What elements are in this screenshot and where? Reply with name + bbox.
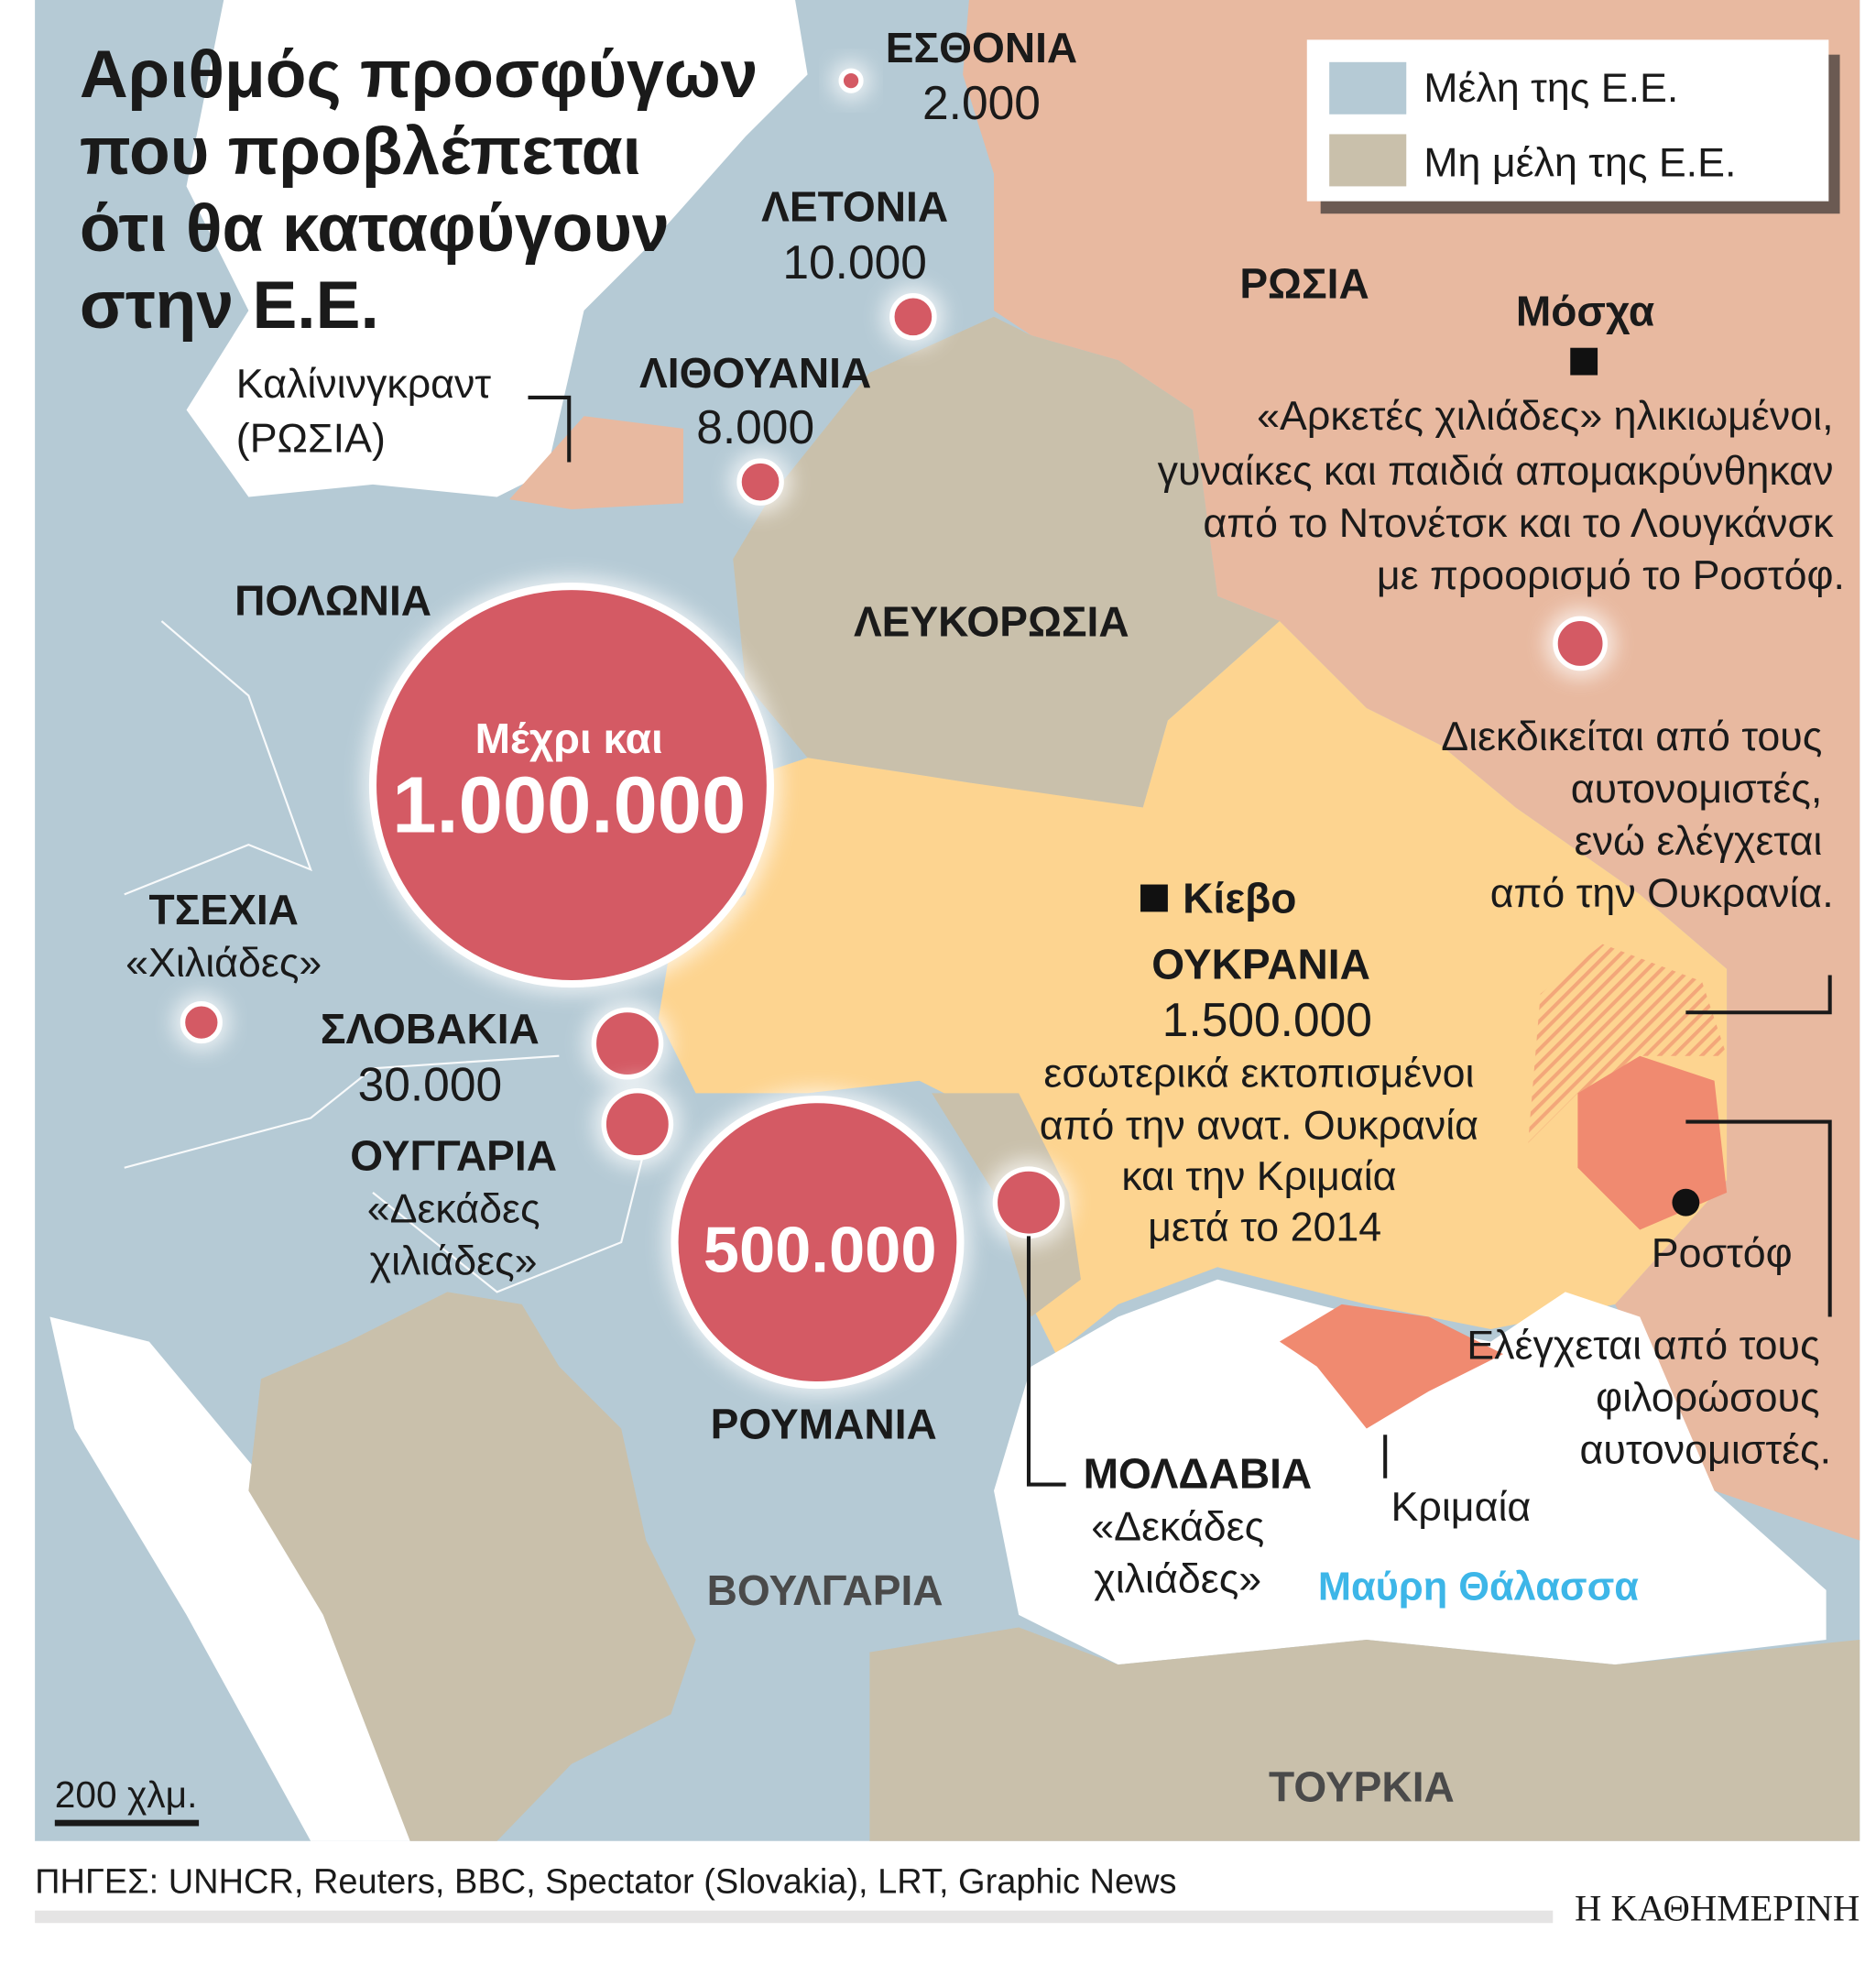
label-kyiv: Κίεβο	[1183, 875, 1296, 922]
svg-text:10.000: 10.000	[782, 235, 927, 289]
label-czech: ΤΣΕΧΙΑ	[149, 886, 299, 933]
label-black-sea: Μαύρη Θάλασσα	[1318, 1566, 1639, 1609]
circle-label: 1.000.000	[392, 761, 746, 850]
black-sea	[994, 1279, 1827, 1665]
moscow-marker	[1570, 347, 1598, 376]
crimea-area	[1279, 1304, 1504, 1429]
baltic-sea	[186, 0, 808, 497]
label-slovakia: ΣΛΟΒΑΚΙΑ	[321, 1005, 540, 1053]
refugee-circle-latvia	[889, 293, 937, 341]
svg-text:Μη μέλη της Ε.Ε.: Μη μέλη της Ε.Ε.	[1423, 140, 1736, 186]
refugee-circle-poland	[368, 583, 774, 988]
label-poland: ΠΟΛΩΝΙΑ	[234, 576, 431, 624]
belarus-area	[733, 316, 1280, 808]
label-lithuania: ΛΙΘΟΥΑΝΙΑ	[639, 349, 871, 397]
label-belarus: ΛΕΥΚΟΡΩΣΙΑ	[854, 597, 1129, 645]
label-rostov: Ροστόφ	[1652, 1230, 1793, 1276]
scale-bar	[54, 1819, 200, 1827]
sources: ΠΗΓΕΣ: UNHCR, Reuters, BBC, Spectator (S…	[35, 1863, 1176, 1902]
label-estonia: ΕΣΘΟΝΙΑ	[886, 24, 1078, 71]
label-turkey: ΤΟΥΡΚΙΑ	[1269, 1762, 1455, 1810]
footer-rule	[35, 1910, 1554, 1924]
refugee-circle-romania	[671, 1096, 965, 1390]
svg-text:30.000: 30.000	[358, 1058, 503, 1111]
turkey-area	[869, 1627, 1860, 1841]
label-crimea: Κριμαία	[1391, 1484, 1532, 1530]
refugee-circle-slovakia	[591, 1007, 664, 1080]
kyiv-marker	[1140, 884, 1168, 912]
label-moscow: Μόσχα	[1516, 287, 1654, 334]
legend-swatch-non-eu	[1329, 134, 1407, 187]
ukraine-note: εσωτερικά εκτοπισμένοι από την ανατ. Ουκ…	[1040, 1051, 1490, 1250]
svg-text:«Δεκάδες: «Δεκάδες	[1091, 1504, 1264, 1550]
russia-note: «Αρκετές χιλιάδες» ηλικιωμένοι, γυναίκες…	[1158, 393, 1845, 598]
ukraine-area	[658, 621, 1728, 1355]
svg-text:(ΡΩΣΙΑ): (ΡΩΣΙΑ)	[236, 416, 386, 462]
label-romania: ΡΟΥΜΑΝΙΑ	[711, 1400, 937, 1447]
map-title: Αριθμός προσφύγων που προβλέπεται ότι θα…	[80, 37, 777, 343]
adriatic-sea	[49, 1316, 410, 1841]
circle-label: 500.000	[704, 1214, 937, 1286]
svg-text:Μέλη της Ε.Ε.: Μέλη της Ε.Ε.	[1423, 65, 1678, 111]
contested-note: Διεκδικείται από τους αυτονομιστές, ενώ …	[1441, 714, 1834, 916]
label-moldova: ΜΟΛΔΑΒΙΑ	[1084, 1450, 1313, 1498]
svg-text:χιλιάδες»: χιλιάδες»	[1094, 1556, 1261, 1602]
refugee-circle-estonia	[838, 68, 864, 93]
label-hungary: ΟΥΓΓΑΡΙΑ	[350, 1131, 557, 1179]
svg-text:χιλιάδες»: χιλιάδες»	[370, 1238, 538, 1283]
russia-area	[963, 0, 1860, 1541]
refugee-circle-moldova	[992, 1166, 1065, 1239]
svg-text:8.000: 8.000	[696, 400, 814, 453]
svg-text:«Δεκάδες: «Δεκάδες	[367, 1185, 540, 1231]
controlled-note: Ελέγχεται από τους φιλορώσους αυτονομιστ…	[1467, 1323, 1831, 1473]
kaliningrad-area	[509, 416, 683, 510]
legend-swatch-eu	[1329, 61, 1407, 115]
label-ukraine: ΟΥΚΡΑΝΙΑ	[1151, 941, 1370, 988]
legend: Μέλη της Ε.Ε. Μη μέλη της Ε.Ε.	[1306, 39, 1840, 214]
scale-label: 200 χλμ.	[55, 1773, 198, 1816]
balkans-area	[248, 1292, 696, 1841]
refugee-circle-hungary	[601, 1087, 674, 1161]
svg-text:«Χιλιάδες»: «Χιλιάδες»	[125, 940, 322, 986]
label-russia: ΡΩΣΙΑ	[1239, 259, 1369, 307]
rostov-marker	[1672, 1188, 1700, 1217]
label-kaliningrad: Καλίνινγκραντ	[236, 361, 492, 407]
label-bulgaria: ΒΟΥΛΓΑΡΙΑ	[707, 1566, 943, 1614]
refugee-circle-russia-rostov	[1553, 616, 1608, 671]
svg-text:2.000: 2.000	[922, 76, 1041, 129]
label-latvia: ΛΕΤΟΝΙΑ	[761, 182, 948, 230]
refugee-circle-lithuania	[736, 458, 784, 506]
svg-text:1.500.000: 1.500.000	[1162, 993, 1372, 1046]
separatist-area	[1577, 1055, 1728, 1230]
circle-label: Μέχρι και	[475, 715, 663, 762]
publisher-logo: Η ΚΑΘΗΜΕΡΙΝΗ	[1575, 1888, 1860, 1929]
refugee-circle-czech	[180, 1001, 223, 1044]
